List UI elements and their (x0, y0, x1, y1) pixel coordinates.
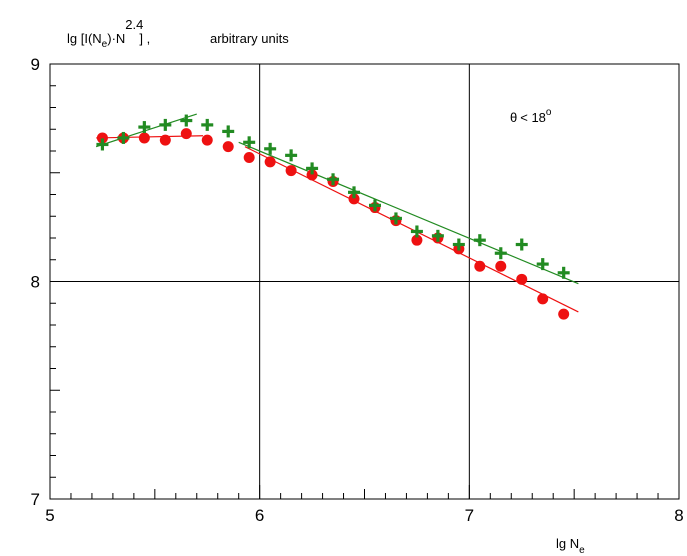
tick-labels: 5 6 7 8 7 8 9 (31, 55, 684, 525)
data-point-plus (410, 225, 423, 238)
data-point-plus (306, 162, 319, 175)
data-point-plus (222, 125, 235, 138)
data-point-circle (474, 260, 486, 272)
data-point-plus (473, 234, 486, 247)
data-point-circle (96, 132, 108, 144)
data-point-plus (201, 118, 214, 131)
x-axis-label: lg Ne (556, 536, 585, 556)
axis-ticks (49, 63, 680, 500)
y-tick-label: 9 (31, 55, 40, 74)
data-points (96, 114, 570, 320)
data-point-circle (285, 165, 297, 177)
data-point-plus (327, 173, 340, 186)
x-tick-label: 7 (465, 506, 474, 525)
data-point-circle (306, 169, 318, 181)
data-point-plus (96, 138, 109, 151)
data-point-plus (368, 199, 381, 212)
data-point-plus (536, 258, 549, 271)
data-point-plus (159, 118, 172, 131)
data-point-circle (558, 308, 570, 320)
x-tick-label: 5 (45, 506, 54, 525)
data-point-circle (348, 193, 360, 205)
data-point-plus (557, 266, 570, 279)
fit-line (95, 113, 197, 148)
data-point-circle (537, 293, 549, 305)
data-point-plus (348, 186, 361, 199)
data-point-plus (285, 149, 298, 162)
fit-line (238, 141, 579, 285)
data-point-plus (264, 142, 277, 155)
data-point-circle (243, 152, 255, 164)
y-tick-label: 7 (31, 490, 40, 509)
data-point-circle (159, 134, 171, 146)
data-point-plus (515, 238, 528, 251)
angle-annotation: θ < 18o (510, 107, 552, 125)
data-point-plus (138, 121, 151, 134)
data-point-circle (180, 128, 192, 140)
data-point-plus (452, 238, 465, 251)
y-axis-units: arbitrary units (210, 31, 289, 46)
data-point-plus (389, 212, 402, 225)
data-point-circle (495, 260, 507, 272)
data-point-circle (222, 141, 234, 153)
data-point-circle (138, 132, 150, 144)
y-axis-label: lg [I(Ne)·N2.4] , (67, 17, 150, 50)
data-point-plus (431, 229, 444, 242)
data-point-circle (201, 134, 213, 146)
data-point-circle (411, 234, 423, 246)
data-point-circle (264, 156, 276, 168)
x-tick-label: 8 (674, 506, 683, 525)
data-point-plus (494, 247, 507, 260)
x-tick-label: 6 (255, 506, 264, 525)
y-tick-label: 8 (31, 273, 40, 292)
data-point-plus (243, 136, 256, 149)
data-point-plus (117, 131, 130, 144)
data-point-circle (516, 273, 528, 285)
data-point-plus (180, 114, 193, 127)
